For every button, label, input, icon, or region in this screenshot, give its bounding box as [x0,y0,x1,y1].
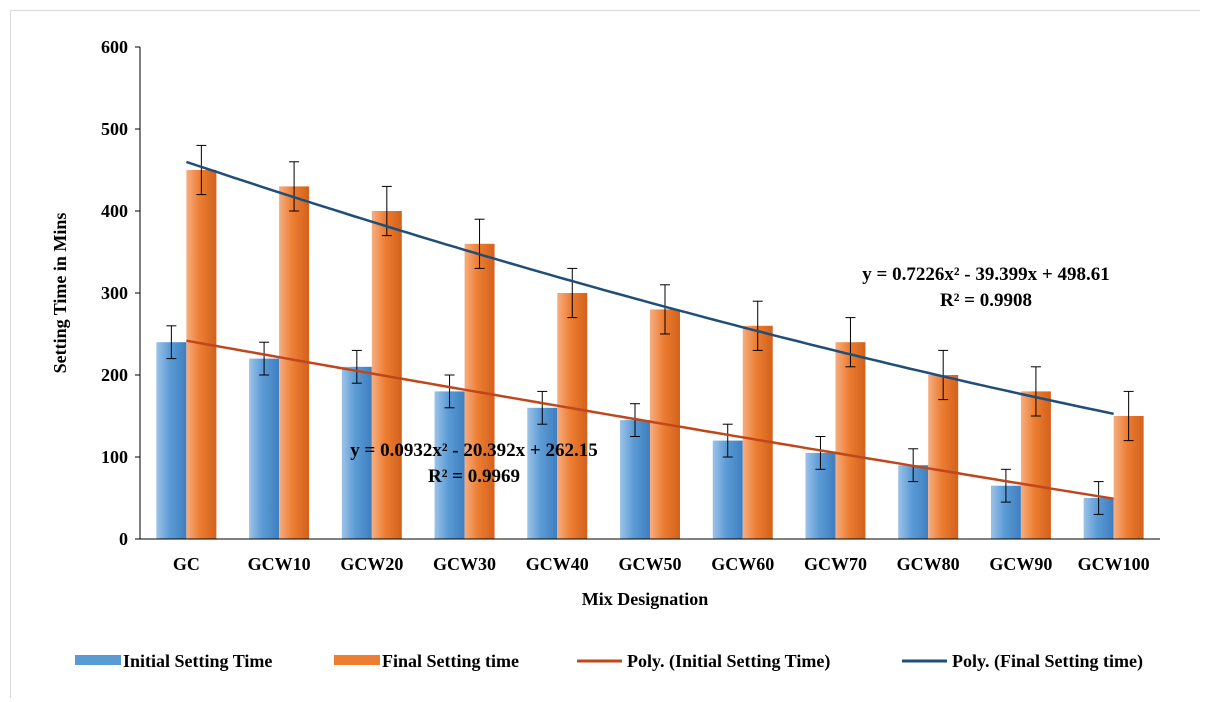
y-tick-label-600: 600 [101,37,128,57]
legend-swatch-initial [75,655,121,665]
legend-swatch-final [334,655,380,665]
error-bar-final-gcw60 [752,300,763,351]
y-tick-label-0: 0 [119,529,128,549]
legend-label-initial: Initial Setting Time [123,651,272,671]
y-axis-title: Setting Time in Mins [50,213,70,374]
x-tick-label-gcw40: GCW40 [526,554,589,574]
final-trend-r2: R² = 0.9908 [940,290,1032,311]
bar-initial-gcw30 [434,391,465,539]
bar-initial-gcw50 [620,420,650,539]
bar-initial-gcw10 [249,358,280,539]
bar-final-gc [186,170,217,539]
legend-label-final: Final Setting time [382,651,519,671]
trendlines-layer [186,160,1114,500]
error-bar-final-gcw90 [1030,366,1041,417]
x-tick-label-gcw70: GCW70 [804,554,867,574]
legend: Initial Setting Time Final Setting time … [75,651,1143,672]
bars-layer [156,170,1144,540]
x-tick-label-gcw100: GCW100 [1078,554,1150,574]
error-bar-final-gcw100 [1123,390,1134,442]
error-bar-initial-gcw30 [444,374,455,409]
x-axis-title: Mix Designation [582,589,709,609]
initial-trend-r2: R² = 0.9969 [428,466,520,487]
error-bar-initial-gcw40 [537,390,548,425]
error-bar-initial-gcw60 [722,423,733,458]
initial-trend-equation: y = 0.0932x² - 20.392x + 262.15 [350,440,597,461]
error-bar-final-gcw40 [567,267,578,319]
error-bar-final-gc [196,144,207,196]
y-tick-label-100: 100 [101,447,128,467]
error-bars-layer [166,144,1134,515]
x-tick-label-gcw80: GCW80 [897,554,960,574]
error-bar-final-gcw80 [938,349,949,401]
x-tick-label-gcw60: GCW60 [711,554,774,574]
trendline-final [186,160,1114,416]
y-tick-label-500: 500 [101,119,128,139]
error-bar-final-gcw10 [289,161,300,212]
x-tick-label-gcw20: GCW20 [340,554,403,574]
y-tick-label-400: 400 [101,201,128,221]
error-bar-final-gcw30 [474,218,485,269]
bar-initial-gc [156,342,187,539]
error-bar-initial-gcw20 [351,349,362,384]
error-bar-final-gcw50 [660,284,670,335]
bar-initial-gcw40 [527,407,558,539]
axes-layer: 0 100 200 300 400 500 600 GC GCW10 GCW20 GCW30 GCW4… [101,37,1160,574]
y-tick-label-200: 200 [101,365,128,385]
final-trend-equation: y = 0.7226x² - 39.399x + 498.61 [862,264,1109,285]
x-tick-label-gcw10: GCW10 [248,554,311,574]
chart-frame [10,10,1200,698]
legend-label-poly-final: Poly. (Final Setting time) [952,651,1143,672]
x-tick-label-gcw30: GCW30 [433,554,496,574]
error-bar-final-gcw70 [845,317,856,368]
x-tick-label-gcw90: GCW90 [989,554,1052,574]
x-tick-label-gcw50: GCW50 [619,554,682,574]
bar-final-gcw60 [742,325,773,539]
bar-final-gcw40 [557,293,588,539]
bar-final-gcw80 [928,375,959,539]
error-bar-initial-gcw100 [1093,481,1104,515]
bar-initial-gcw20 [341,366,372,539]
legend-label-poly-initial: Poly. (Initial Setting Time) [627,651,830,672]
error-bar-initial-gcw70 [815,436,826,470]
trendline-initial [186,339,1114,500]
error-bar-initial-gc [166,325,177,360]
error-bar-initial-gcw10 [259,341,270,376]
y-tick-label-300: 300 [101,283,128,303]
x-tick-label-gc: GC [173,554,200,574]
bar-final-gcw70 [835,342,866,539]
error-bar-initial-gcw90 [1000,468,1011,503]
